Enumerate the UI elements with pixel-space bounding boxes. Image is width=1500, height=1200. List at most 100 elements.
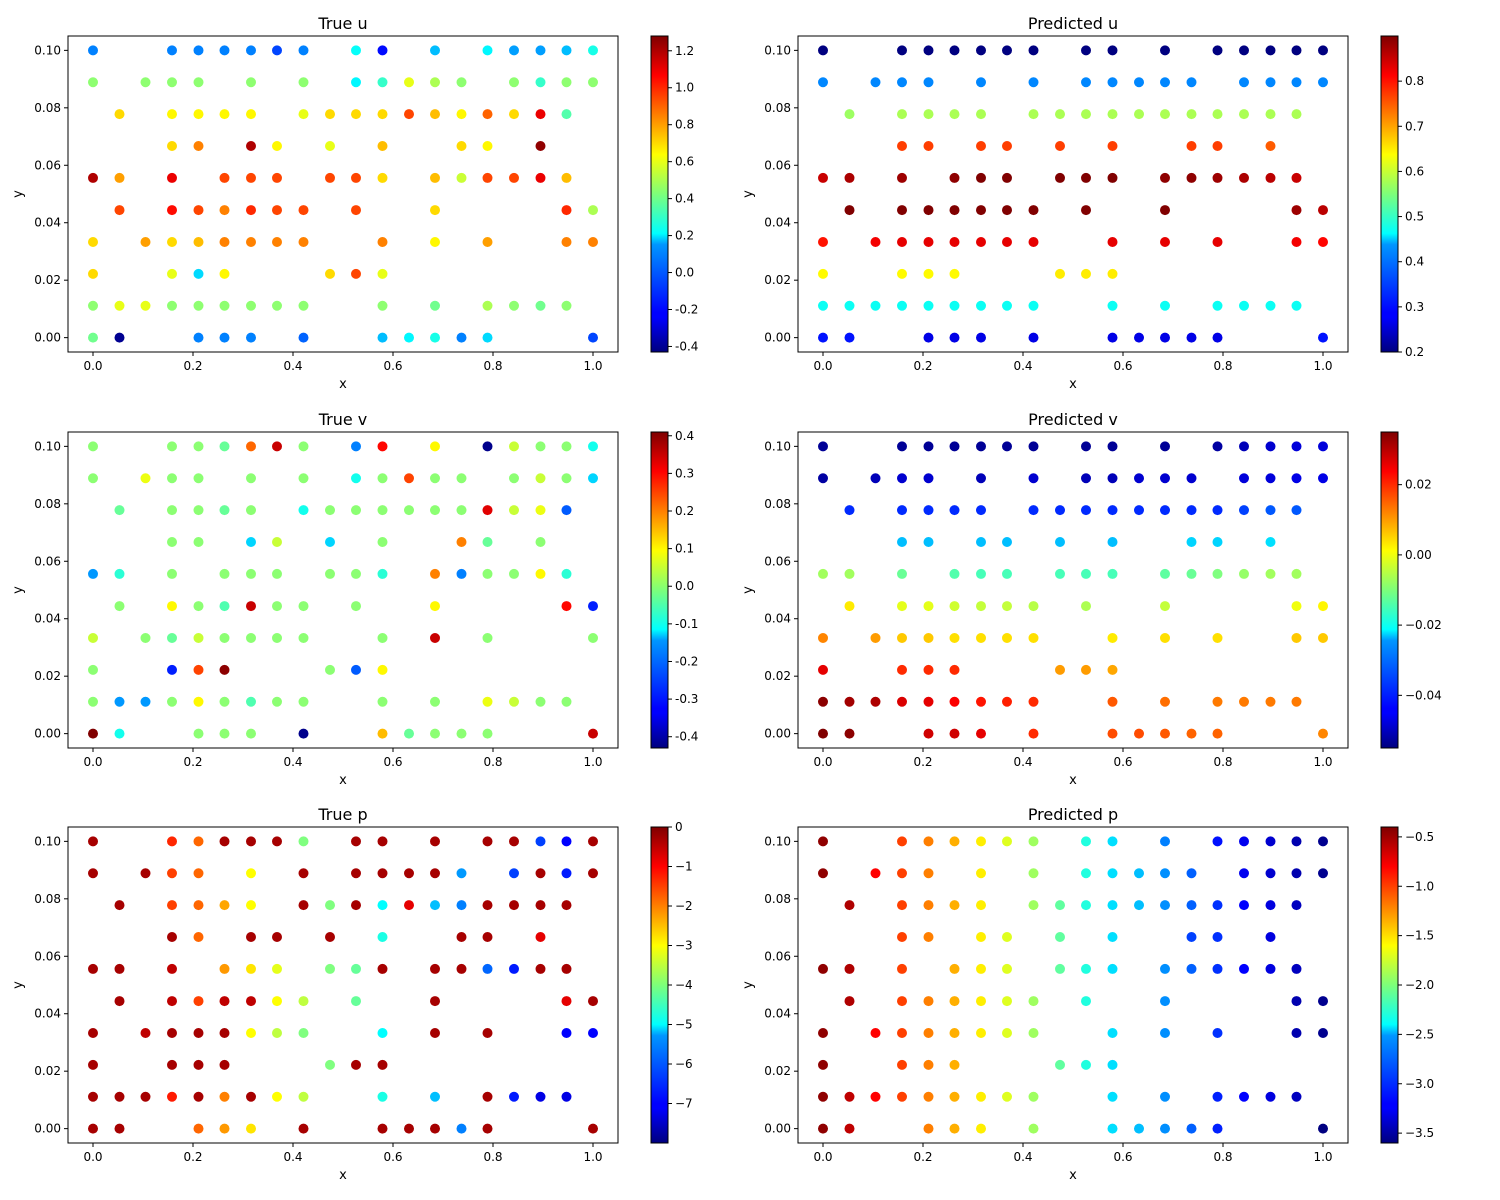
- x-tick-label: 0.0: [813, 359, 832, 373]
- data-point: [561, 172, 572, 183]
- colorbar-tick-label: 0.0: [675, 266, 694, 280]
- data-point: [88, 696, 98, 707]
- data-point: [1160, 300, 1170, 311]
- y-tick-label: 0.06: [34, 554, 61, 568]
- data-point: [193, 632, 204, 643]
- data-point: [897, 109, 907, 120]
- colorbar-tick-label: -0.2: [675, 302, 698, 316]
- data-point: [114, 300, 125, 311]
- data-point: [1107, 1123, 1118, 1134]
- data-point: [509, 868, 519, 879]
- data-point: [88, 172, 98, 183]
- data-point: [976, 109, 986, 120]
- data-point: [561, 45, 572, 56]
- data-point: [1107, 1059, 1118, 1070]
- data-point: [1318, 473, 1328, 484]
- y-tick-label: 0.02: [34, 669, 61, 683]
- data-point: [1055, 1059, 1065, 1070]
- data-point: [114, 728, 125, 739]
- x-tick-label: 0.6: [1113, 1150, 1132, 1164]
- data-point: [114, 996, 125, 1007]
- x-tick-label: 0.2: [913, 755, 932, 769]
- data-point: [1002, 963, 1012, 974]
- data-point: [456, 505, 467, 516]
- data-point: [246, 900, 256, 911]
- data-point: [1028, 1027, 1039, 1038]
- data-point: [1160, 963, 1170, 974]
- data-point: [456, 728, 467, 739]
- data-point: [1160, 45, 1170, 56]
- x-tick-label: 0.4: [1013, 1150, 1032, 1164]
- data-point: [561, 868, 572, 879]
- data-point: [509, 568, 519, 579]
- colorbar-tick-label: −0.02: [1405, 618, 1442, 632]
- x-axis-label: x: [1069, 377, 1077, 392]
- data-point: [897, 537, 907, 548]
- y-tick-label: 0.04: [34, 1007, 61, 1021]
- data-point: [818, 473, 828, 484]
- data-point: [1107, 836, 1118, 847]
- data-point: [1134, 77, 1144, 88]
- data-point: [976, 205, 986, 216]
- data-point: [272, 205, 282, 216]
- plot-frame: [67, 35, 619, 353]
- data-point: [246, 996, 256, 1007]
- data-point: [897, 900, 907, 911]
- data-point: [1028, 996, 1039, 1007]
- data-point: [114, 172, 125, 183]
- data-point: [272, 1027, 282, 1038]
- data-point: [976, 441, 986, 452]
- data-point: [949, 568, 960, 579]
- data-point: [1134, 109, 1144, 120]
- data-point: [561, 109, 572, 120]
- data-point: [298, 109, 309, 120]
- data-point: [272, 696, 282, 707]
- colorbar-tick-label: 0.1: [675, 542, 694, 556]
- y-axis-label: y: [11, 190, 26, 198]
- y-tick-label: 0.04: [34, 612, 61, 626]
- data-point: [167, 1027, 177, 1038]
- data-point: [561, 601, 572, 612]
- data-point: [1265, 45, 1276, 56]
- data-point: [1318, 1027, 1328, 1038]
- x-tick-label: 0.0: [813, 1150, 832, 1164]
- data-point: [949, 205, 960, 216]
- chart-title: Predicted u: [1028, 14, 1118, 33]
- data-point: [844, 300, 855, 311]
- data-point: [1107, 441, 1118, 452]
- data-point: [1028, 1123, 1039, 1134]
- data-point: [193, 77, 204, 88]
- data-point: [377, 505, 388, 516]
- x-tick-label: 1.0: [1313, 755, 1332, 769]
- data-point: [246, 868, 256, 879]
- data-point: [1081, 996, 1091, 1007]
- data-point: [298, 836, 309, 847]
- data-point: [923, 664, 934, 675]
- data-point: [298, 236, 309, 247]
- data-point: [219, 696, 230, 707]
- y-tick-label: 0.06: [34, 158, 61, 172]
- data-point: [588, 996, 598, 1007]
- data-point: [482, 696, 493, 707]
- data-point: [246, 728, 256, 739]
- data-point: [1160, 728, 1170, 739]
- data-point: [1055, 537, 1065, 548]
- data-point: [377, 963, 388, 974]
- data-point: [272, 601, 282, 612]
- data-point: [923, 900, 934, 911]
- data-point: [219, 1027, 230, 1038]
- x-tick-label: 1.0: [583, 1150, 602, 1164]
- colorbar-tick-label: −3.0: [1405, 1077, 1434, 1091]
- data-point: [535, 932, 546, 943]
- data-point: [1055, 172, 1065, 183]
- data-point: [588, 236, 598, 247]
- colorbar-tick-label: −3: [675, 939, 693, 953]
- data-point: [923, 332, 934, 343]
- data-point: [1239, 45, 1249, 56]
- y-tick-label: 0.10: [764, 834, 791, 848]
- data-point: [976, 568, 986, 579]
- data-point: [949, 728, 960, 739]
- x-tick-label: 0.2: [913, 1150, 932, 1164]
- data-point: [1160, 473, 1170, 484]
- data-point: [193, 205, 204, 216]
